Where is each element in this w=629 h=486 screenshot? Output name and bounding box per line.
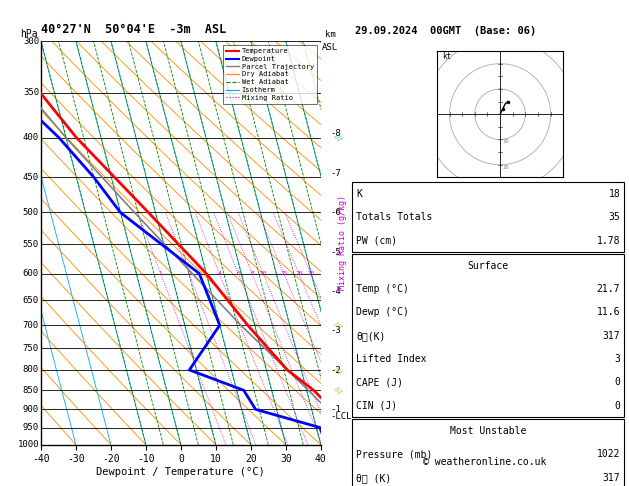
- Text: 20: 20: [503, 165, 509, 170]
- Text: 500: 500: [23, 208, 39, 217]
- Text: km: km: [325, 30, 336, 39]
- Text: 317: 317: [603, 473, 620, 483]
- Text: K: K: [356, 189, 362, 199]
- Text: 750: 750: [23, 344, 39, 353]
- Text: Mixing Ratio (g/kg): Mixing Ratio (g/kg): [338, 195, 347, 291]
- Text: 350: 350: [23, 88, 39, 98]
- Text: hPa: hPa: [20, 29, 38, 39]
- Legend: Temperature, Dewpoint, Parcel Trajectory, Dry Adiabat, Wet Adiabat, Isotherm, Mi: Temperature, Dewpoint, Parcel Trajectory…: [223, 45, 317, 104]
- Text: -7: -7: [330, 169, 341, 178]
- Text: 4: 4: [218, 271, 221, 276]
- Text: -3: -3: [330, 327, 341, 335]
- Text: Dewp (°C): Dewp (°C): [356, 308, 409, 317]
- Text: 450: 450: [23, 173, 39, 182]
- Text: θᴄ(K): θᴄ(K): [356, 331, 386, 341]
- Text: ///: ///: [333, 365, 343, 375]
- Text: 10: 10: [503, 139, 509, 144]
- Text: 3: 3: [615, 354, 620, 364]
- Text: 950: 950: [23, 423, 39, 432]
- Text: 6: 6: [237, 271, 240, 276]
- Text: ///: ///: [333, 133, 343, 142]
- Text: © weatheronline.co.uk: © weatheronline.co.uk: [423, 456, 546, 467]
- Text: 8: 8: [250, 271, 254, 276]
- Text: -LCL: -LCL: [330, 412, 352, 421]
- Text: 18: 18: [608, 189, 620, 199]
- Text: ///: ///: [333, 385, 343, 395]
- Text: 650: 650: [23, 296, 39, 305]
- Text: Lifted Index: Lifted Index: [356, 354, 426, 364]
- Text: 0: 0: [615, 401, 620, 411]
- Text: 15: 15: [280, 271, 287, 276]
- Text: 1: 1: [159, 271, 162, 276]
- Text: 35: 35: [608, 212, 620, 222]
- Text: 550: 550: [23, 240, 39, 249]
- Text: Temp (°C): Temp (°C): [356, 284, 409, 294]
- Text: 20: 20: [295, 271, 303, 276]
- Text: ASL: ASL: [322, 43, 338, 52]
- Text: 10: 10: [259, 271, 267, 276]
- Text: -4: -4: [330, 287, 341, 296]
- Text: 300: 300: [23, 37, 39, 46]
- Text: 800: 800: [23, 365, 39, 374]
- Text: 1.78: 1.78: [597, 236, 620, 245]
- Text: 600: 600: [23, 269, 39, 278]
- Text: 850: 850: [23, 386, 39, 395]
- Text: Pressure (mb): Pressure (mb): [356, 450, 432, 459]
- Text: Most Unstable: Most Unstable: [450, 426, 526, 436]
- Text: 2: 2: [187, 271, 191, 276]
- Text: PW (cm): PW (cm): [356, 236, 397, 245]
- Text: 25: 25: [307, 271, 314, 276]
- Text: 40°27'N  50°04'E  -3m  ASL: 40°27'N 50°04'E -3m ASL: [41, 23, 226, 36]
- Text: 0: 0: [615, 378, 620, 387]
- Text: kt: kt: [442, 52, 451, 61]
- Text: Surface: Surface: [467, 261, 509, 271]
- Text: ///: ///: [333, 321, 343, 330]
- Text: Totals Totals: Totals Totals: [356, 212, 432, 222]
- Text: 1022: 1022: [597, 450, 620, 459]
- Text: 400: 400: [23, 133, 39, 142]
- X-axis label: Dewpoint / Temperature (°C): Dewpoint / Temperature (°C): [96, 467, 265, 477]
- Text: 21.7: 21.7: [597, 284, 620, 294]
- Text: CIN (J): CIN (J): [356, 401, 397, 411]
- Text: CAPE (J): CAPE (J): [356, 378, 403, 387]
- Text: 700: 700: [23, 321, 39, 330]
- Text: -1: -1: [330, 405, 341, 414]
- Text: 29.09.2024  00GMT  (Base: 06): 29.09.2024 00GMT (Base: 06): [355, 26, 537, 36]
- Text: 317: 317: [603, 331, 620, 341]
- Text: 1000: 1000: [18, 440, 39, 449]
- Text: -2: -2: [330, 366, 341, 375]
- Text: -5: -5: [330, 247, 341, 257]
- Text: -6: -6: [330, 208, 341, 217]
- Text: -8: -8: [330, 129, 341, 139]
- Text: 11.6: 11.6: [597, 308, 620, 317]
- Text: 900: 900: [23, 405, 39, 414]
- Text: θᴄ (K): θᴄ (K): [356, 473, 391, 483]
